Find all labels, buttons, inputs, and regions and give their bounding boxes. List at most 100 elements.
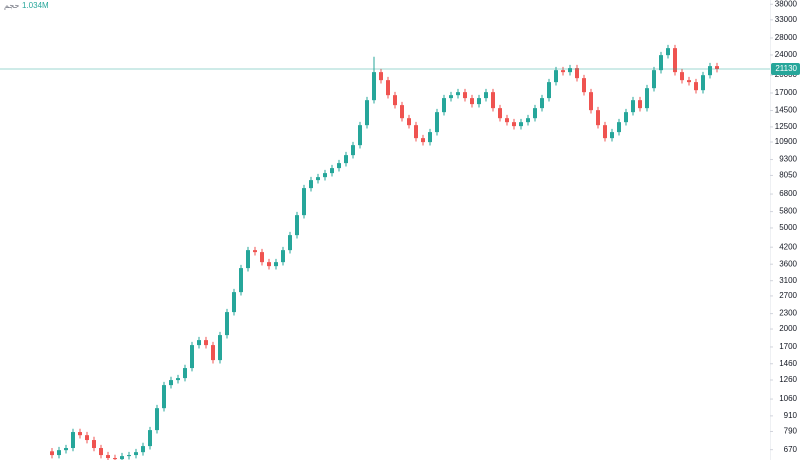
candle-body bbox=[554, 70, 558, 83]
candle-body bbox=[141, 446, 145, 453]
volume-value: 1.034M bbox=[22, 1, 49, 10]
candle-body bbox=[666, 48, 670, 56]
candle-body bbox=[659, 55, 663, 71]
y-tick-label: 4200 bbox=[779, 242, 797, 251]
y-tick-label: 5800 bbox=[779, 207, 797, 216]
candle-body bbox=[400, 105, 404, 119]
candle-body bbox=[393, 95, 397, 106]
candle-body bbox=[715, 66, 719, 70]
candle-body bbox=[463, 92, 467, 99]
candle-body bbox=[120, 456, 124, 460]
candle-body bbox=[617, 122, 621, 133]
y-tick-label: 670 bbox=[784, 445, 798, 454]
y-tick-label: 5000 bbox=[779, 223, 797, 232]
candle-body bbox=[456, 92, 460, 96]
candle-body bbox=[99, 448, 103, 456]
candle-body bbox=[512, 122, 516, 127]
candle-body bbox=[50, 451, 54, 456]
candle-body bbox=[155, 408, 159, 431]
candle-body bbox=[421, 138, 425, 143]
y-tick-label: 14500 bbox=[775, 106, 798, 115]
y-tick-label: 3100 bbox=[779, 276, 797, 285]
y-tick-label: 3600 bbox=[779, 259, 797, 268]
candle-body bbox=[295, 215, 299, 236]
candle-body bbox=[519, 122, 523, 127]
candle-body bbox=[78, 432, 82, 436]
candle-body bbox=[225, 312, 229, 336]
candle-body bbox=[596, 110, 600, 126]
candle-body bbox=[162, 385, 166, 409]
candle-body bbox=[687, 80, 691, 83]
candle-body bbox=[134, 452, 138, 456]
candle-body bbox=[288, 235, 292, 251]
candle-body bbox=[239, 268, 243, 293]
candle-body bbox=[582, 78, 586, 93]
candle-body bbox=[589, 92, 593, 111]
candle-body bbox=[708, 66, 712, 76]
candle-body bbox=[197, 340, 201, 346]
candle-body bbox=[190, 345, 194, 369]
y-tick-label: 9300 bbox=[779, 155, 797, 164]
y-tick-label: 1460 bbox=[779, 359, 797, 368]
candle-body bbox=[358, 125, 362, 146]
candle-body bbox=[694, 82, 698, 91]
candle-body bbox=[351, 145, 355, 156]
candle-body bbox=[316, 177, 320, 181]
candle-body bbox=[547, 82, 551, 99]
candle-body bbox=[330, 168, 334, 174]
candle-body bbox=[645, 88, 649, 109]
candle-body bbox=[323, 173, 327, 178]
candle-body bbox=[407, 118, 411, 126]
candle-body bbox=[57, 450, 61, 456]
candle-body bbox=[449, 95, 453, 99]
candle-body bbox=[624, 112, 628, 123]
candle-body bbox=[526, 118, 530, 123]
candle-body bbox=[267, 262, 271, 267]
last-price-label: 21130 bbox=[775, 64, 797, 73]
candle-body bbox=[505, 118, 509, 123]
candle-body bbox=[127, 455, 131, 457]
candle-body bbox=[337, 163, 341, 169]
candle-body bbox=[610, 132, 614, 139]
candle-body bbox=[379, 72, 383, 81]
y-tick-label: 910 bbox=[784, 411, 798, 420]
candle-body bbox=[183, 368, 187, 379]
y-tick-label: 28000 bbox=[775, 33, 798, 42]
last-price-badge bbox=[771, 63, 800, 76]
candle-body bbox=[372, 72, 376, 101]
candle-body bbox=[246, 250, 250, 269]
candle-body bbox=[673, 48, 677, 73]
y-tick-label: 8050 bbox=[779, 171, 797, 180]
candle-body bbox=[106, 455, 110, 459]
candle-body bbox=[568, 68, 572, 73]
candle-body bbox=[442, 98, 446, 113]
candle-body bbox=[148, 430, 152, 447]
candle-body bbox=[92, 440, 96, 449]
candle-body bbox=[652, 70, 656, 89]
y-tick-label: 2700 bbox=[779, 291, 797, 300]
candle-body bbox=[484, 92, 488, 99]
y-tick-label: 33000 bbox=[775, 15, 798, 24]
candle-body bbox=[533, 108, 537, 119]
y-tick-label: 10900 bbox=[775, 137, 798, 146]
y-tick-label: 1700 bbox=[779, 342, 797, 351]
candle-body bbox=[64, 448, 68, 451]
candle-body bbox=[680, 72, 684, 81]
candle-body bbox=[575, 68, 579, 79]
candle-body bbox=[491, 92, 495, 109]
candle-body bbox=[498, 108, 502, 119]
candle-body bbox=[344, 155, 348, 164]
candle-body bbox=[218, 335, 222, 361]
y-tick-label: 1060 bbox=[779, 394, 797, 403]
y-tick-label: 2000 bbox=[779, 324, 797, 333]
candle-body bbox=[309, 180, 313, 189]
y-tick-label: 17000 bbox=[775, 88, 798, 97]
candle-body bbox=[631, 100, 635, 113]
y-tick-label: 790 bbox=[784, 427, 798, 436]
candle-body bbox=[113, 458, 117, 460]
candle-body bbox=[232, 292, 236, 313]
y-tick-label: 12500 bbox=[775, 122, 798, 131]
